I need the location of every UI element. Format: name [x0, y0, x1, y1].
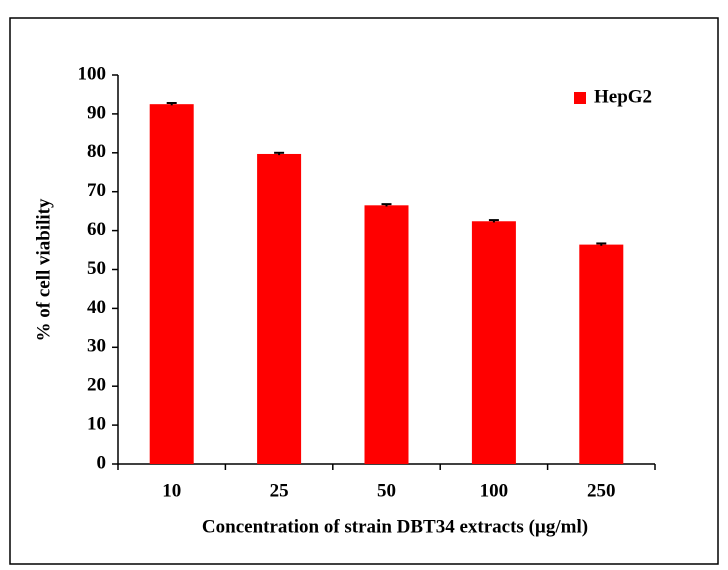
x-tick-label: 25 — [270, 480, 289, 501]
x-tick-label: 250 — [587, 480, 616, 501]
y-tick-label: 10 — [87, 413, 106, 434]
x-tick-label: 100 — [480, 480, 509, 501]
bar — [257, 153, 302, 465]
error-bar — [596, 242, 607, 246]
error-bar — [166, 102, 177, 106]
bar — [471, 221, 516, 464]
y-tick-label: 70 — [87, 180, 106, 201]
error-bar — [488, 219, 499, 223]
bar — [364, 205, 409, 464]
frame — [9, 17, 719, 565]
y-axis-label: % of cell viability — [33, 198, 54, 342]
x-tick-label: 50 — [377, 480, 396, 501]
x-tick-label: 10 — [162, 480, 181, 501]
y-tick-label: 90 — [87, 102, 106, 123]
x-axis-label: Concentration of strain DBT34 extracts (… — [202, 516, 588, 537]
error-bar — [274, 151, 285, 156]
bar — [149, 104, 194, 465]
y-tick-label: 80 — [87, 141, 106, 162]
y-tick-label: 60 — [87, 219, 106, 240]
error-bar — [381, 203, 392, 207]
y-tick-label: 50 — [87, 258, 106, 279]
legend-swatch — [574, 92, 586, 104]
y-tick-label: 20 — [87, 375, 106, 396]
y-tick-label: 30 — [87, 336, 106, 357]
bar — [579, 244, 624, 464]
y-tick-label: 40 — [87, 297, 106, 318]
legend-label: HepG2 — [594, 86, 652, 107]
y-tick-label: 0 — [97, 452, 107, 473]
y-tick-label: 100 — [78, 63, 107, 84]
